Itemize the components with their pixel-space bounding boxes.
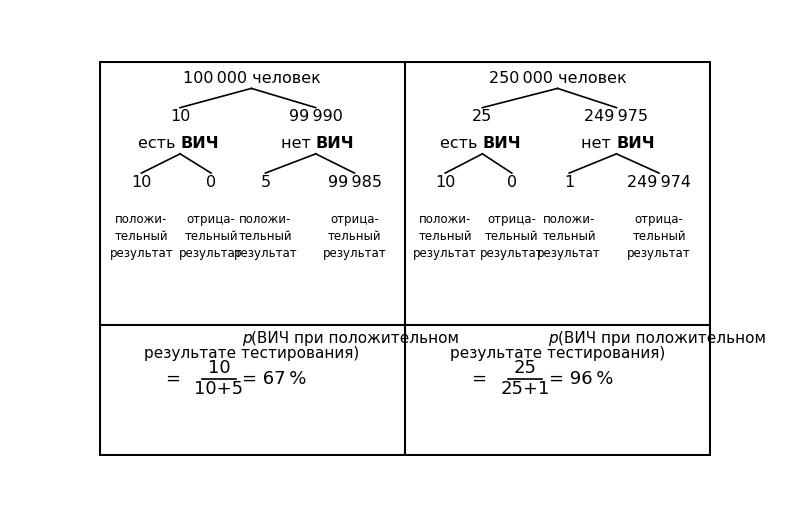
Text: есть: есть [440,136,483,152]
Text: результате тестирования): результате тестирования) [450,346,665,361]
Text: 25+1: 25+1 [500,380,550,398]
Text: =: = [471,370,486,388]
Text: нет: нет [581,136,616,152]
Text: ВИЧ: ВИЧ [616,136,655,152]
Text: положи-
тельный
результат: положи- тельный результат [110,213,173,260]
Text: 99 990: 99 990 [289,110,343,124]
Text: 10: 10 [435,175,455,190]
Text: 10: 10 [170,110,190,124]
Text: 0: 0 [206,175,216,190]
Text: p: p [548,331,558,346]
Text: ВИЧ: ВИЧ [180,136,219,152]
Text: 249 975: 249 975 [585,110,649,124]
Text: ВИЧ: ВИЧ [316,136,355,152]
Text: 0: 0 [506,175,517,190]
Text: = 67 %: = 67 % [243,370,307,388]
Text: положи-
тельный
результат: положи- тельный результат [413,213,477,260]
Text: p: p [242,331,251,346]
Text: 99 985: 99 985 [328,175,382,190]
Text: отрица-
тельный
результат: отрица- тельный результат [179,213,243,260]
Text: положи-
тельный
результат: положи- тельный результат [234,213,297,260]
Text: 25: 25 [514,359,536,377]
Text: 10+5: 10+5 [194,380,243,398]
Text: 249 974: 249 974 [627,175,691,190]
Text: (ВИЧ при положительном: (ВИЧ при положительном [558,331,766,346]
Text: 5: 5 [261,175,270,190]
Text: 1: 1 [564,175,574,190]
Text: 25: 25 [472,110,492,124]
Text: =: = [165,370,180,388]
Text: положи-
тельный
результат: положи- тельный результат [537,213,601,260]
Text: отрица-
тельный
результат: отрица- тельный результат [322,213,386,260]
Text: есть: есть [137,136,180,152]
Text: 10: 10 [208,359,230,377]
Text: 10: 10 [131,175,152,190]
Text: 250 000 человек: 250 000 человек [489,71,626,86]
Text: отрица-
тельный
результат: отрица- тельный результат [480,213,544,260]
Text: = 96 %: = 96 % [548,370,613,388]
Text: нет: нет [280,136,316,152]
Text: отрица-
тельный
результат: отрица- тельный результат [627,213,691,260]
Text: (ВИЧ при положительном: (ВИЧ при положительном [251,331,460,346]
Text: 100 000 человек: 100 000 человек [182,71,320,86]
Text: ВИЧ: ВИЧ [483,136,521,152]
Text: результате тестирования): результате тестирования) [144,346,359,361]
